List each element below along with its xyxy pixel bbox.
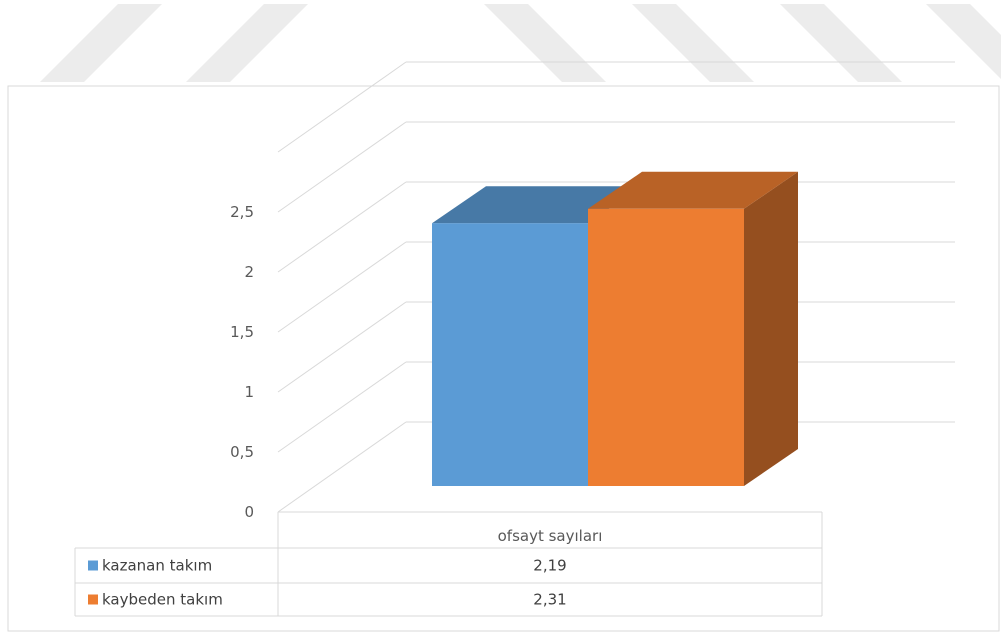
legend-label-2: kaybeden takım	[102, 591, 223, 609]
bar-side-2	[744, 171, 798, 487]
watermark-stripe	[632, 4, 754, 82]
y-tick-label: 1,5	[230, 323, 254, 341]
legend-key-1	[88, 560, 98, 571]
y-axis-tick-labels: 0 0,5 1 1,5 2 2,5	[230, 203, 254, 521]
data-label-1: 2,19	[533, 557, 566, 575]
watermark-stripes	[40, 4, 1001, 82]
side-wall-gridline	[277, 61, 407, 153]
bar-top-2	[588, 171, 798, 209]
watermark-stripe	[186, 4, 308, 82]
side-wall-gridline	[277, 241, 407, 333]
y-tick-label: 2	[244, 263, 254, 281]
side-wall-gridline	[277, 181, 407, 273]
y-tick-label: 0	[244, 503, 254, 521]
watermark-stripe	[40, 4, 162, 82]
watermark-stripe	[780, 4, 902, 82]
side-wall-gridline	[277, 421, 407, 513]
bar-2	[588, 208, 744, 487]
side-wall-gridline	[277, 301, 407, 393]
y-tick-label: 1	[244, 383, 254, 401]
data-table: ofsayt sayıları kazanan takım 2,19 kaybeden…	[74, 512, 822, 617]
bars	[432, 171, 798, 487]
watermark-stripe	[484, 4, 606, 82]
category-label: ofsayt sayıları	[498, 527, 603, 545]
bar-1	[432, 223, 588, 486]
watermark-stripe	[926, 4, 1001, 79]
y-tick-label: 0,5	[230, 443, 254, 461]
y-tick-label: 2,5	[230, 203, 254, 221]
side-wall-gridline	[277, 361, 407, 453]
data-label-2: 2,31	[533, 591, 566, 609]
side-wall-gridline	[277, 121, 407, 213]
legend-label-1: kazanan takım	[102, 557, 212, 575]
legend-key-2	[88, 594, 98, 605]
